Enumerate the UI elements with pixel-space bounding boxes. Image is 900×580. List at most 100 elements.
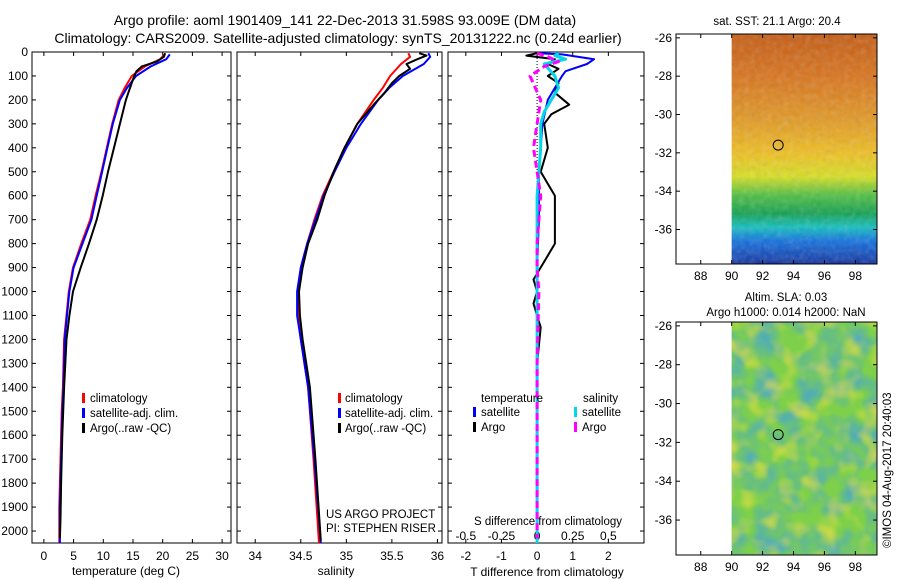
top-x-tick-label: 0.5	[600, 529, 617, 543]
x-tick-label: 10	[97, 549, 111, 563]
legend-swatch-climatology	[338, 393, 341, 403]
salinity-x-label: salinity	[318, 564, 355, 578]
sla-map-axes: 88 90 92 94 96 98 -26 -28 -30 -32 -34 -36	[655, 319, 877, 574]
series-line-temperature-satellite	[536, 52, 596, 543]
map-x-tick-label: 92	[756, 560, 770, 574]
x-tick-label: 0	[41, 549, 48, 563]
legend-title-temperature: temperature	[481, 393, 543, 405]
depth-tick-label: 1500	[1, 404, 28, 418]
x-tick-label: 36	[431, 549, 445, 563]
depth-tick-label: 800	[8, 237, 28, 251]
project-label: US ARGO PROJECT	[326, 509, 435, 521]
legend-swatch-satellite	[338, 408, 341, 418]
x-tick-label: 34.5	[289, 549, 313, 563]
pi-label: PI: STEPHEN RISER	[326, 523, 436, 535]
map-y-tick-label: -34	[655, 184, 673, 198]
x-tick-label: 34	[249, 549, 263, 563]
depth-tick-label: 600	[8, 189, 28, 203]
map-y-tick-label: -30	[655, 108, 673, 122]
temperature-panel: 0100200300400500600700800900100011001200…	[1, 45, 232, 578]
x-tick-label: 5	[70, 549, 77, 563]
x-tick-label: 1	[569, 549, 576, 563]
depth-axis: 0 100 200 300 400 500 600 700 800 900 1000 1100 1200…	[1, 45, 231, 538]
depth-tick-label: 300	[8, 117, 28, 131]
top-x-tick-label: -0.25	[488, 529, 516, 543]
difference-panel: -2 -1 0 1 2-0.5 -0.25 0 0.25 0.5 temperature sal…	[447, 51, 645, 579]
temperature-x-label: temperature (deg C)	[72, 564, 180, 578]
legend-swatch-argo	[338, 423, 341, 433]
top-x-tick-label: 0.25	[561, 529, 585, 543]
map-x-tick-label: 90	[725, 269, 739, 283]
legend-label-temp-argo: Argo	[481, 422, 505, 434]
depth-tick-label: 700	[8, 213, 28, 227]
x-tick-label: 0	[534, 549, 541, 563]
depth-tick-label: 0	[21, 45, 28, 59]
figure-title-line2: Climatology: CARS2009. Satellite-adjuste…	[54, 30, 621, 46]
map-x-tick-label: 88	[694, 269, 708, 283]
depth-tick-label: 500	[8, 165, 28, 179]
legend-swatch-satellite	[82, 408, 85, 418]
figure-title-line1: Argo profile: aoml 1901409_141 22-Dec-20…	[114, 12, 576, 28]
salinity-depth-ticks	[237, 51, 442, 532]
depth-tick-label: 2000	[1, 524, 28, 538]
x-tick-label: -1	[496, 549, 507, 563]
map-x-tick-label: 96	[818, 560, 832, 574]
difference-series	[525, 51, 596, 543]
legend-label-temp-satellite: satellite	[481, 407, 520, 419]
legend-swatch-temp-satellite	[473, 407, 476, 417]
x-tick-label: 15	[126, 549, 140, 563]
legend-label-climatology: climatology	[345, 393, 403, 405]
depth-tick-label: 1900	[1, 500, 28, 514]
depth-tick-label: 1400	[1, 380, 28, 394]
map-y-tick-label: -34	[655, 474, 673, 488]
difference-depth-ticks	[448, 51, 644, 532]
map-x-tick-label: 98	[849, 560, 863, 574]
depth-tick-label: 200	[8, 93, 28, 107]
legend-swatch-sal-argo	[574, 422, 577, 432]
map-y-tick-label: -28	[655, 358, 673, 372]
top-x-tick-label: -0.5	[455, 529, 476, 543]
legend-label-satellite: satellite-adj. clim.	[345, 408, 433, 420]
depth-tick-label: 1100	[2, 308, 28, 322]
legend-label-argo: Argo(..raw -QC)	[90, 423, 171, 435]
sla-map-panel: Altim. SLA: 0.03 Argo h1000: 0.014 h2000…	[655, 292, 878, 574]
salinity-series	[296, 52, 432, 544]
x-tick-label: -2	[460, 549, 471, 563]
argo-location-marker	[772, 429, 784, 441]
map-y-tick-label: -32	[655, 146, 673, 160]
map-x-tick-label: 96	[818, 269, 832, 283]
series-line-temperature-argo	[525, 52, 571, 539]
depth-tick-label: 100	[8, 69, 28, 83]
map-x-tick-label: 98	[849, 269, 863, 283]
depth-tick-label: 1600	[1, 428, 28, 442]
legend-label-satellite: satellite-adj. clim.	[90, 408, 178, 420]
map-y-tick-label: -26	[655, 31, 673, 45]
argo-location-marker	[772, 139, 784, 151]
depth-tick-label: 1000	[1, 285, 28, 299]
legend-swatch-argo	[82, 423, 85, 433]
map-x-tick-label: 88	[694, 560, 708, 574]
depth-tick-label: 1200	[1, 332, 28, 346]
series-line-salinity-argo	[528, 51, 560, 539]
temperature-axes-frame	[31, 51, 232, 544]
difference-axes-frame	[447, 51, 645, 544]
sla-axes-frame	[675, 321, 878, 556]
temperature-legend: climatology satellite-adj. clim. Argo(..…	[82, 393, 178, 435]
sst-heatmap-texture	[731, 34, 877, 264]
depth-tick-label: 900	[8, 261, 28, 275]
map-x-tick-label: 90	[725, 560, 739, 574]
sst-map-axes: 88 90 92 94 96 98 -26 -28 -30 -32 -34 -36	[655, 31, 877, 283]
depth-tick-label: 1300	[1, 356, 28, 370]
map-y-tick-label: -36	[655, 513, 673, 527]
depth-tick-label: 1800	[1, 476, 28, 490]
series-line-argo-raw-qc	[58, 52, 167, 539]
x-tick-label: 20	[156, 549, 170, 563]
sst-map-panel: sat. SST: 21.1 Argo: 20.4	[655, 16, 878, 283]
difference-top-x-label: S difference from climatology	[474, 516, 622, 528]
temperature-x-axis: 0 5 10 15 20 25 30	[41, 52, 229, 563]
map-y-tick-label: -36	[655, 223, 673, 237]
series-line-argo-raw-qc	[298, 52, 428, 541]
x-tick-label: 30	[215, 549, 229, 563]
series-line-satellite-adj-clim	[58, 53, 171, 543]
copyright-label: ©IMOS 04-Aug-2017 20:40:03	[882, 392, 894, 548]
